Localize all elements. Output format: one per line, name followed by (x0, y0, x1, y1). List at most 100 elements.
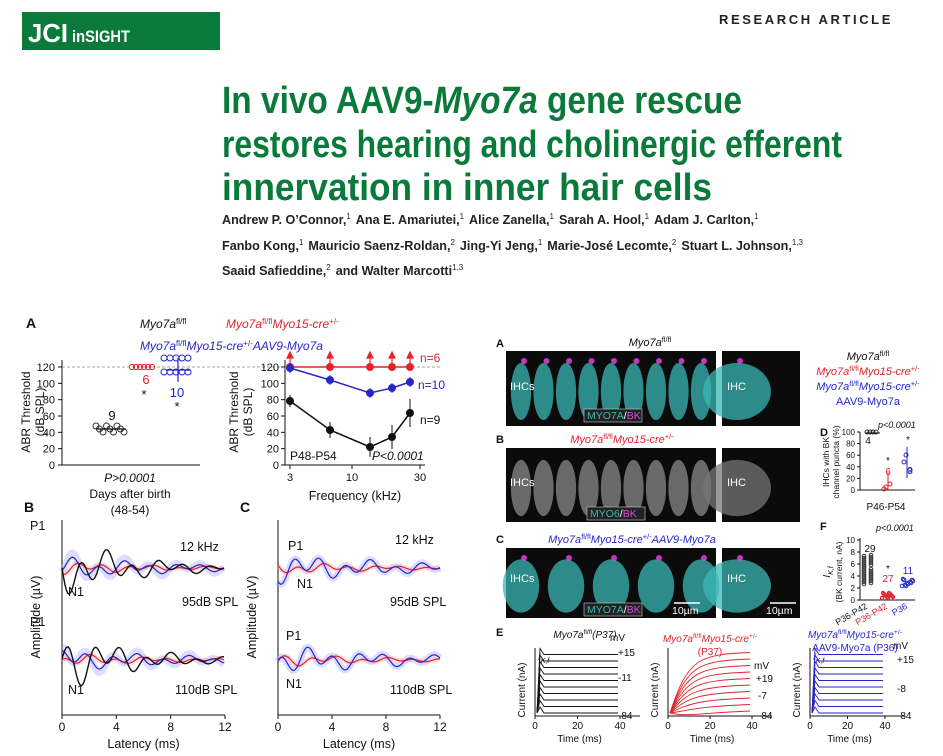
label: P1 (286, 629, 301, 643)
current-trace (536, 647, 618, 714)
y-tick-label: 80 (43, 395, 55, 407)
x-tick-label: 4 (113, 720, 120, 734)
point (861, 577, 867, 583)
stain-label-box (586, 506, 646, 521)
y-axis-label: (dB SPL) (241, 388, 255, 437)
y-axis-label: Amplitude (µV) (245, 576, 259, 659)
bk-puncta (737, 555, 743, 561)
trace (61, 548, 225, 595)
label: 10µm (766, 605, 793, 617)
point (907, 467, 913, 473)
y-axis-label: channel puncta (%) (831, 425, 841, 498)
label: P1 (288, 539, 303, 553)
cell-body (690, 363, 712, 420)
label: P1 (30, 615, 45, 629)
author-affiliation: 1 (460, 212, 465, 221)
current-trace (536, 699, 618, 714)
superscript: +/- (665, 432, 674, 441)
y-tick-label: 40 (846, 463, 855, 472)
label: IHCs (510, 477, 535, 489)
label-part: Myo7a (548, 534, 581, 546)
genotype-label: Myo7afl/flMyo15-cre+/- (663, 633, 757, 645)
article-title: innervation in inner hair cells (222, 167, 712, 209)
label-part: BK (623, 508, 637, 520)
current-trace (669, 665, 751, 714)
x-tick-label: 3 (287, 472, 293, 484)
author-line: Saaid Safieddine,2 and Walter Marcotti1,3 (222, 263, 464, 278)
label-part: Myo15-cre (186, 339, 243, 353)
y-tick-label: 20 (267, 444, 279, 456)
label-part: (P37) (592, 630, 616, 641)
data-point (128, 363, 136, 371)
x-tick-label: 40 (746, 721, 758, 732)
cell-body (623, 363, 644, 420)
point (901, 577, 907, 583)
label: 110dB SPL (175, 683, 237, 697)
cell-body (510, 459, 532, 517)
label-part: Myo7a (140, 339, 176, 353)
x-axis-label: Latency (ms) (323, 737, 395, 751)
label: * (174, 399, 179, 414)
author-name: Ana E. Amariutei, (356, 213, 460, 227)
superscript: fl/fl (583, 629, 592, 636)
x-tick-label: 0 (807, 721, 813, 732)
point (867, 429, 873, 435)
genotype-label: Myo7afl/flMyo15-cre+/-AAV9-Myo7a (140, 339, 323, 353)
author-name: Sarah A. Hool, (559, 213, 645, 227)
superscript: fl/fl (603, 432, 613, 441)
current-trace (536, 706, 618, 714)
superscript: +/- (894, 629, 902, 636)
superscript: fl/fl (838, 629, 847, 636)
y-tick-label: 0 (273, 460, 279, 472)
panel-letter: C (496, 534, 504, 546)
label-part: Myo15-cre (613, 434, 665, 446)
label-part: Myo7a (663, 634, 693, 645)
superscript: fl/fl (581, 532, 591, 541)
label: N1 (68, 585, 84, 599)
label: P1 (30, 519, 45, 533)
voltage-label: +15 (897, 655, 914, 666)
y-tick-label: 0 (851, 596, 856, 605)
label-part: MYO6 (590, 508, 620, 520)
bk-puncta (543, 358, 550, 364)
article-title: restores hearing and cholinergic efferen… (222, 124, 842, 166)
y-tick-label: 2 (851, 584, 856, 593)
stain-label: MYO7A/BK (587, 604, 641, 616)
x-tick-label: 30 (414, 472, 426, 484)
author-affiliation: 1,3 (792, 238, 804, 247)
panel-subtitle: AAV9-Myo7a (P36) (812, 643, 897, 654)
y-tick-label: 20 (43, 444, 55, 456)
author-affiliation: 1,3 (452, 263, 464, 272)
x-tick-label: 40 (614, 721, 626, 732)
x-tick-label: 4 (329, 720, 336, 734)
y-tick-label: 0 (851, 486, 856, 495)
label: 10 (170, 385, 184, 400)
point (868, 580, 874, 586)
x-tick-label: 0 (665, 721, 671, 732)
author-affiliation: 1 (754, 212, 759, 221)
y-axis-label: Current (nA) (792, 662, 803, 717)
label: 27 (882, 574, 894, 585)
author-name: Mauricio Saenz-Roldan, (308, 239, 450, 253)
panel-letter: A (496, 338, 504, 350)
label: * (141, 387, 146, 402)
genotype-label: Myo7afl/fl (629, 335, 672, 349)
data-point (132, 363, 140, 371)
cell-body (623, 459, 644, 517)
y-tick-label: 10 (846, 536, 855, 545)
trace (277, 557, 441, 585)
cell-body (703, 559, 771, 613)
x-tick-label: 0 (275, 720, 282, 734)
label-part: Myo7a (847, 351, 880, 363)
bk-puncta (656, 555, 662, 561)
label-part: MYO7A (587, 410, 624, 422)
y-tick-label: 40 (267, 427, 279, 439)
label: 6 (885, 467, 891, 478)
y-axis-label: (dB SPL) (33, 388, 47, 437)
genotype-label: Myo7afl/flMyo15-cre+/-AAV9-Myo7a (548, 532, 716, 546)
superscript: fl/fl (262, 317, 273, 326)
author-name: Stuart L. Johnson, (681, 239, 792, 253)
cell-body (600, 459, 622, 517)
title-part: gene rescue (538, 80, 742, 122)
label-part: Myo15-cre (859, 366, 911, 378)
